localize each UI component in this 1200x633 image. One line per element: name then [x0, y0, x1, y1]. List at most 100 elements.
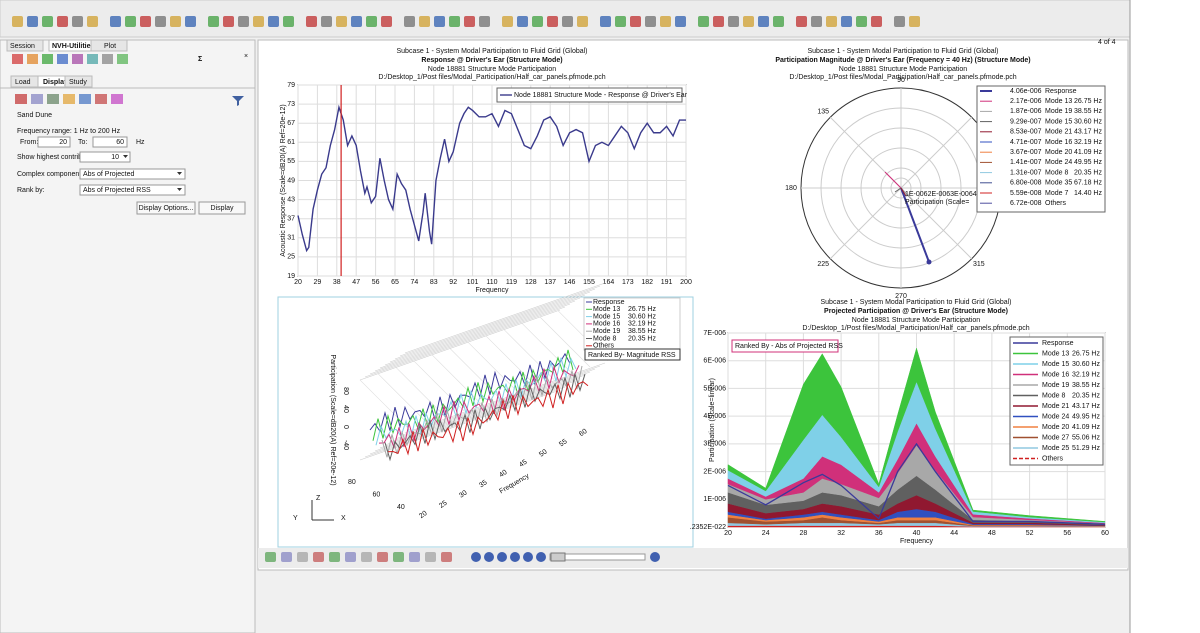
playback-button[interactable] [484, 552, 494, 562]
toolbar-button[interactable] [464, 16, 475, 27]
toolbar-button[interactable] [283, 16, 294, 27]
toolbar-button[interactable] [547, 16, 558, 27]
toolbar-button[interactable] [381, 16, 392, 27]
toolbar-button[interactable] [223, 16, 234, 27]
toolbar-button[interactable] [72, 16, 83, 27]
icon[interactable] [87, 54, 98, 64]
toolbar-button[interactable] [600, 16, 611, 27]
button[interactable] [198, 201, 246, 215]
icon[interactable] [63, 94, 75, 104]
toolbar-button[interactable] [361, 552, 372, 562]
dropdown[interactable] [79, 151, 131, 163]
icon[interactable] [79, 94, 91, 104]
toolbar-button[interactable] [313, 552, 324, 562]
slider-thumb[interactable] [550, 552, 566, 562]
toolbar-button[interactable] [811, 16, 822, 27]
filter-icon[interactable] [232, 96, 244, 106]
icon[interactable] [27, 54, 38, 64]
toolbar-button[interactable] [425, 552, 436, 562]
toolbar-button[interactable] [826, 16, 837, 27]
toolbar-button[interactable] [796, 16, 807, 27]
toolbar-button[interactable] [675, 16, 686, 27]
toolbar-button[interactable] [329, 552, 340, 562]
toolbar-button[interactable] [409, 552, 420, 562]
toolbar-button[interactable] [336, 16, 347, 27]
icon[interactable] [111, 94, 123, 104]
icon[interactable] [47, 94, 59, 104]
dropdown[interactable] [79, 168, 186, 180]
toolbar-button[interactable] [728, 16, 739, 27]
toolbar-button[interactable] [660, 16, 671, 27]
slider-track[interactable] [549, 553, 646, 561]
toolbar-button[interactable] [27, 16, 38, 27]
toolbar-button[interactable] [366, 16, 377, 27]
toolbar-button[interactable] [125, 16, 136, 27]
toolbar-button[interactable] [268, 16, 279, 27]
toolbar-button[interactable] [909, 16, 920, 27]
button[interactable] [136, 201, 196, 215]
tab[interactable] [6, 39, 44, 52]
playback-button[interactable] [523, 552, 533, 562]
toolbar-button[interactable] [856, 16, 867, 27]
toolbar-button[interactable] [110, 16, 121, 27]
icon[interactable] [15, 94, 27, 104]
toolbar-button[interactable] [155, 16, 166, 27]
toolbar-button[interactable] [170, 16, 181, 27]
toolbar-button[interactable] [297, 552, 308, 562]
toolbar-button[interactable] [449, 16, 460, 27]
toolbar-button[interactable] [57, 16, 68, 27]
toolbar-button[interactable] [306, 16, 317, 27]
toolbar-button[interactable] [479, 16, 490, 27]
playback-button[interactable] [497, 552, 507, 562]
toolbar-button[interactable] [713, 16, 724, 27]
icon[interactable] [72, 54, 83, 64]
icon[interactable] [102, 54, 113, 64]
settings-button[interactable] [650, 552, 660, 562]
icon[interactable] [117, 54, 128, 64]
toolbar-button[interactable] [208, 16, 219, 27]
toolbar-button[interactable] [185, 16, 196, 27]
toolbar-button[interactable] [645, 16, 656, 27]
toolbar-button[interactable] [743, 16, 754, 27]
toolbar-button[interactable] [577, 16, 588, 27]
toolbar-button[interactable] [377, 552, 388, 562]
toolbar-button[interactable] [87, 16, 98, 27]
toolbar-button[interactable] [517, 16, 528, 27]
subtab[interactable] [64, 75, 93, 88]
input[interactable] [37, 136, 71, 148]
icon[interactable] [42, 54, 53, 64]
toolbar-button[interactable] [441, 552, 452, 562]
toolbar-button[interactable] [698, 16, 709, 27]
toolbar-button[interactable] [351, 16, 362, 27]
toolbar-button[interactable] [253, 16, 264, 27]
toolbar-button[interactable] [321, 16, 332, 27]
icon[interactable] [31, 94, 43, 104]
playback-button[interactable] [536, 552, 546, 562]
toolbar-button[interactable] [404, 16, 415, 27]
toolbar-button[interactable] [758, 16, 769, 27]
toolbar-button[interactable] [434, 16, 445, 27]
toolbar-button[interactable] [773, 16, 784, 27]
icon[interactable] [57, 54, 68, 64]
toolbar-button[interactable] [532, 16, 543, 27]
toolbar-button[interactable] [562, 16, 573, 27]
toolbar-button[interactable] [281, 552, 292, 562]
icon[interactable] [95, 94, 107, 104]
toolbar-button[interactable] [265, 552, 276, 562]
input[interactable] [92, 136, 128, 148]
toolbar-button[interactable] [841, 16, 852, 27]
toolbar-button[interactable] [42, 16, 53, 27]
playback-button[interactable] [471, 552, 481, 562]
playback-button[interactable] [510, 552, 520, 562]
toolbar-button[interactable] [894, 16, 905, 27]
toolbar-button[interactable] [615, 16, 626, 27]
toolbar-button[interactable] [630, 16, 641, 27]
toolbar-button[interactable] [12, 16, 23, 27]
toolbar-button[interactable] [345, 552, 356, 562]
toolbar-button[interactable] [502, 16, 513, 27]
toolbar-button[interactable] [238, 16, 249, 27]
toolbar-button[interactable] [419, 16, 430, 27]
toolbar-button[interactable] [871, 16, 882, 27]
toolbar-button[interactable] [140, 16, 151, 27]
toolbar-button[interactable] [393, 552, 404, 562]
